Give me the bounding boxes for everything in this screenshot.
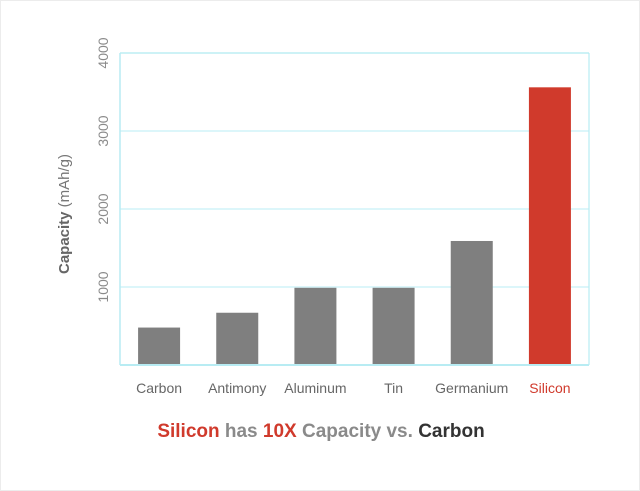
x-tick-label-germanium: Germanium — [435, 380, 508, 396]
title-part-has: has — [219, 421, 263, 442]
gridlines — [120, 52, 589, 288]
x-tick-label-aluminum: Aluminum — [284, 380, 346, 396]
x-tick-label-carbon: Carbon — [136, 380, 182, 396]
bar-tin — [372, 287, 415, 365]
bar-aluminum — [294, 287, 337, 365]
x-tick-label-antimony: Antimony — [208, 380, 266, 396]
bar-antimony — [216, 312, 259, 365]
axes — [119, 52, 590, 366]
bars — [138, 87, 571, 365]
title-part-10x: 10X — [262, 421, 297, 442]
title-part-capacity-vs: Capacity vs. — [296, 421, 419, 442]
bar-germanium — [450, 240, 493, 365]
y-axis-label: Capacity (mAh/g) — [56, 154, 73, 274]
bar-carbon — [138, 327, 181, 365]
title-part-carbon: Carbon — [418, 421, 485, 442]
bar-silicon — [528, 87, 571, 365]
y-tick-label-1000: 1000 — [95, 271, 111, 302]
y-tick-label-4000: 4000 — [95, 37, 111, 68]
y-axis-label-unit: (mAh/g) — [56, 154, 73, 207]
y-tick-labels: 1000 2000 3000 4000 — [95, 37, 111, 302]
x-tick-label-tin: Tin — [384, 380, 403, 396]
x-tick-label-silicon: Silicon — [529, 380, 570, 396]
y-tick-label-2000: 2000 — [95, 193, 111, 224]
chart-title: Silicon has 10X Capacity vs. Carbon — [1, 420, 640, 444]
title-part-silicon: Silicon — [157, 421, 220, 442]
y-axis-label-bold: Capacity — [56, 211, 73, 274]
y-tick-label-3000: 3000 — [95, 115, 111, 146]
x-tick-labels: Carbon Antimony Aluminum Tin Germanium Silico… — [136, 380, 570, 396]
